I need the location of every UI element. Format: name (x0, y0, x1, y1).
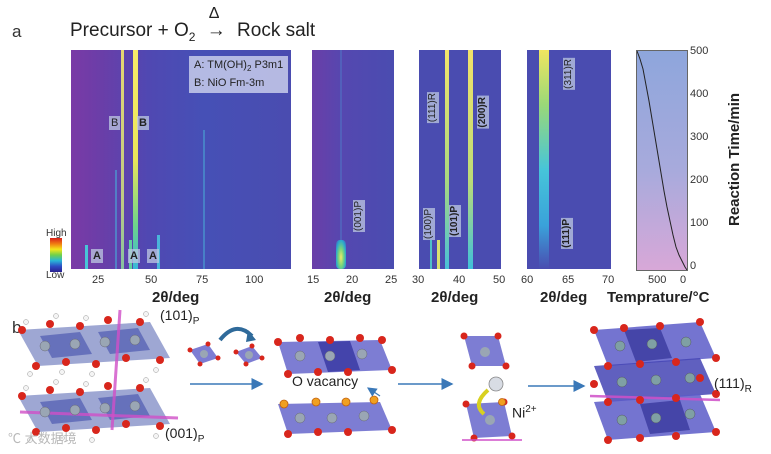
colorbar (50, 238, 62, 272)
rotating-octahedra (187, 327, 265, 367)
label-001p-sub: P (197, 433, 205, 445)
peak-111r (445, 50, 449, 269)
hm2-tick-1: 15 (307, 274, 320, 286)
hydroxide-structure (18, 309, 179, 443)
hm3-tick-1: 30 (412, 274, 425, 286)
watermark-icon: ℃ (8, 431, 22, 446)
legend-a-suffix: P3m1 (251, 59, 284, 71)
o-vacancy-label: O vacancy (292, 373, 359, 389)
time-ytick-100: 100 (690, 217, 709, 229)
label-001p-text: (001) (165, 425, 198, 441)
hm4-xlabel: 2θ/deg (540, 289, 588, 306)
heatmap-1: A: TM(OH)2 P3m1 B: NiO Fm-3m B B A A A (71, 50, 291, 269)
peak-label-200r: (200)R (477, 96, 489, 129)
peak-label-a2: A (128, 249, 140, 263)
heatmap-3: (111)R (200)R (100)P (101)P (419, 50, 501, 269)
plane-101p (110, 309, 122, 431)
peak-100p (430, 240, 432, 269)
hm2-tick-3: 25 (385, 274, 398, 286)
temperature-profile (637, 51, 687, 270)
peak-faint-1 (115, 170, 117, 269)
panel-a-letter: a (12, 22, 22, 41)
ni-label-text: Ni (512, 404, 526, 421)
label-101p-text: (101) (160, 307, 193, 323)
temperature-line (637, 51, 687, 270)
panel-b-letter: b (12, 318, 22, 337)
temp-xtick-500: 500 (648, 274, 667, 286)
peak-label-111p: (111)P (561, 218, 573, 249)
colorbar-high-label: High (46, 228, 67, 239)
peak-label-100p: (100)P (423, 208, 435, 241)
watermark-text: 大数据境 (24, 431, 77, 446)
temp-xtick-0: 0 (680, 274, 687, 286)
ni-ion (488, 376, 504, 392)
peak-311r (539, 50, 549, 269)
label-001p: (001)P (165, 425, 204, 445)
peak-label-111r: (111)R (427, 92, 439, 124)
heatmap-2: (001)P (312, 50, 394, 269)
reaction-o2-subscript: 2 (188, 29, 196, 44)
structure-schematic (18, 309, 721, 444)
time-ytick-0: 0 (690, 260, 697, 272)
peak-001p (336, 240, 346, 269)
peak-faint-2 (203, 130, 205, 269)
heatmap-4: (311)R (111)P (527, 50, 611, 269)
peak-b2 (133, 50, 138, 269)
temperature-panel (636, 50, 688, 271)
time-ytick-500: 500 (690, 45, 709, 57)
label-111r-sub: R (744, 383, 752, 395)
ni-migration-structure (460, 332, 522, 442)
plane-111r (589, 394, 721, 402)
phase-legend: A: TM(OH)2 P3m1 B: NiO Fm-3m (189, 56, 289, 94)
label-101p: (101)P (160, 307, 199, 327)
vacancy-markers (279, 395, 379, 409)
temp-xlabel: Temprature/°C (607, 289, 710, 306)
label-111r: (111)R (714, 375, 752, 395)
hm1-tick-4: 100 (245, 274, 264, 286)
hm4-tick-1: 60 (521, 274, 534, 286)
hm1-tick-1: 25 (92, 274, 105, 286)
hm3-tick-3: 50 (493, 274, 506, 286)
hm2-xlabel: 2θ/deg (324, 289, 372, 306)
ni-label-sup: 2+ (525, 404, 537, 415)
colorbar-low-label: Low (46, 270, 65, 281)
hm1-tick-3: 75 (196, 274, 209, 286)
legend-b: B: NiO Fm-3m (194, 77, 265, 90)
watermark: ℃ 大数据境 (8, 428, 77, 447)
hm3-xlabel: 2θ/deg (431, 289, 479, 306)
peak-label-a3: A (147, 249, 159, 263)
reaction-precursor: Precursor + O (70, 20, 189, 41)
peak-label-a1: A (91, 249, 103, 263)
peak-101p (437, 240, 440, 269)
peak-200r (468, 50, 473, 269)
hm1-xlabel: 2θ/deg (152, 289, 200, 306)
rock-salt-structure (589, 318, 721, 444)
peak-label-b1: B (109, 116, 121, 130)
peak-label-001p: (001)P (353, 200, 365, 233)
hm3-tick-2: 40 (453, 274, 466, 286)
peak-b1 (121, 50, 124, 269)
legend-a-prefix: A: TM(OH) (194, 59, 247, 71)
legend-a-subscript: 2 (246, 64, 252, 74)
reaction-product: Rock salt (237, 20, 316, 41)
reaction-equation: Precursor + O2 Δ → Rock salt (70, 5, 316, 44)
label-111r-text: (111) (714, 375, 745, 391)
peak-label-311r: (311)R (563, 58, 575, 90)
ni-label: Ni2+ (512, 404, 537, 421)
hm4-tick-2: 65 (562, 274, 575, 286)
label-101p-sub: P (192, 315, 200, 327)
time-ytick-200: 200 (690, 174, 709, 186)
reaction-arrow: → (206, 20, 226, 41)
hm1-tick-2: 50 (145, 274, 158, 286)
peak-label-101p: (101)P (449, 205, 461, 238)
time-ytick-400: 400 (690, 88, 709, 100)
vacancy-structure (274, 334, 396, 438)
peak-a1 (85, 245, 88, 269)
reaction-delta: Δ (208, 5, 220, 22)
peak-label-b2: B (137, 116, 149, 130)
time-ytick-300: 300 (690, 131, 709, 143)
hm2-tick-2: 20 (346, 274, 359, 286)
time-ylabel: Reaction Time/min (726, 92, 743, 226)
hm4-tick-3: 70 (602, 274, 615, 286)
